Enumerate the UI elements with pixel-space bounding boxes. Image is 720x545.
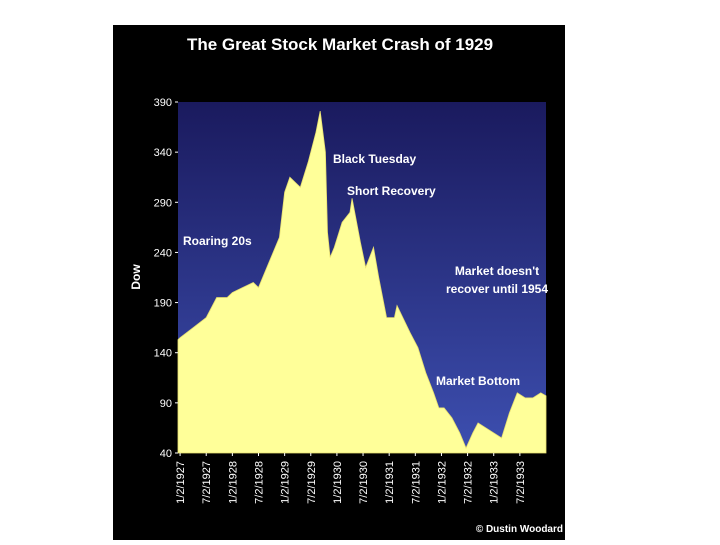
annotation: Roaring 20s xyxy=(183,234,252,248)
x-tick-label: 7/2/1930 xyxy=(358,461,370,504)
x-tick-label: 1/2/1929 xyxy=(280,461,292,504)
y-tick-label: 290 xyxy=(154,197,172,209)
credit: © Dustin Woodard xyxy=(476,524,563,535)
x-tick-label: 1/2/1933 xyxy=(489,461,501,504)
y-axis-label: Dow xyxy=(129,264,143,290)
area xyxy=(177,110,547,454)
x-tick-label: 1/2/1930 xyxy=(332,461,344,504)
y-tick-label: 340 xyxy=(154,147,172,159)
x-tick-label: 1/2/1927 xyxy=(175,461,187,504)
y-tick-label: 190 xyxy=(154,298,172,310)
annotation: recover until 1954 xyxy=(446,282,548,296)
x-tick-label: 1/2/1928 xyxy=(227,461,239,504)
annotation: Market doesn't xyxy=(455,264,539,278)
y-tick-label: 40 xyxy=(160,448,172,460)
y-tick-label: 240 xyxy=(154,247,172,259)
x-tick-label: 7/2/1931 xyxy=(410,461,422,504)
y-tick-label: 90 xyxy=(160,398,172,410)
annotation: Black Tuesday xyxy=(333,152,416,166)
x-tick-label: 7/2/1927 xyxy=(201,461,213,504)
x-tick-label: 7/2/1932 xyxy=(463,461,475,504)
x-tick-label: 7/2/1933 xyxy=(515,461,527,504)
y-tick-label: 390 xyxy=(154,97,172,109)
chart-title: The Great Stock Market Crash of 1929 xyxy=(187,35,493,54)
y-tick-label: 140 xyxy=(154,348,172,360)
annotation: Market Bottom xyxy=(436,374,520,388)
annotation: Short Recovery xyxy=(347,184,436,198)
x-tick-label: 1/2/1932 xyxy=(436,461,448,504)
x-tick-label: 1/2/1931 xyxy=(384,461,396,504)
x-tick-label: 7/2/1928 xyxy=(254,461,266,504)
x-tick-label: 7/2/1929 xyxy=(306,461,318,504)
marks xyxy=(177,110,547,454)
